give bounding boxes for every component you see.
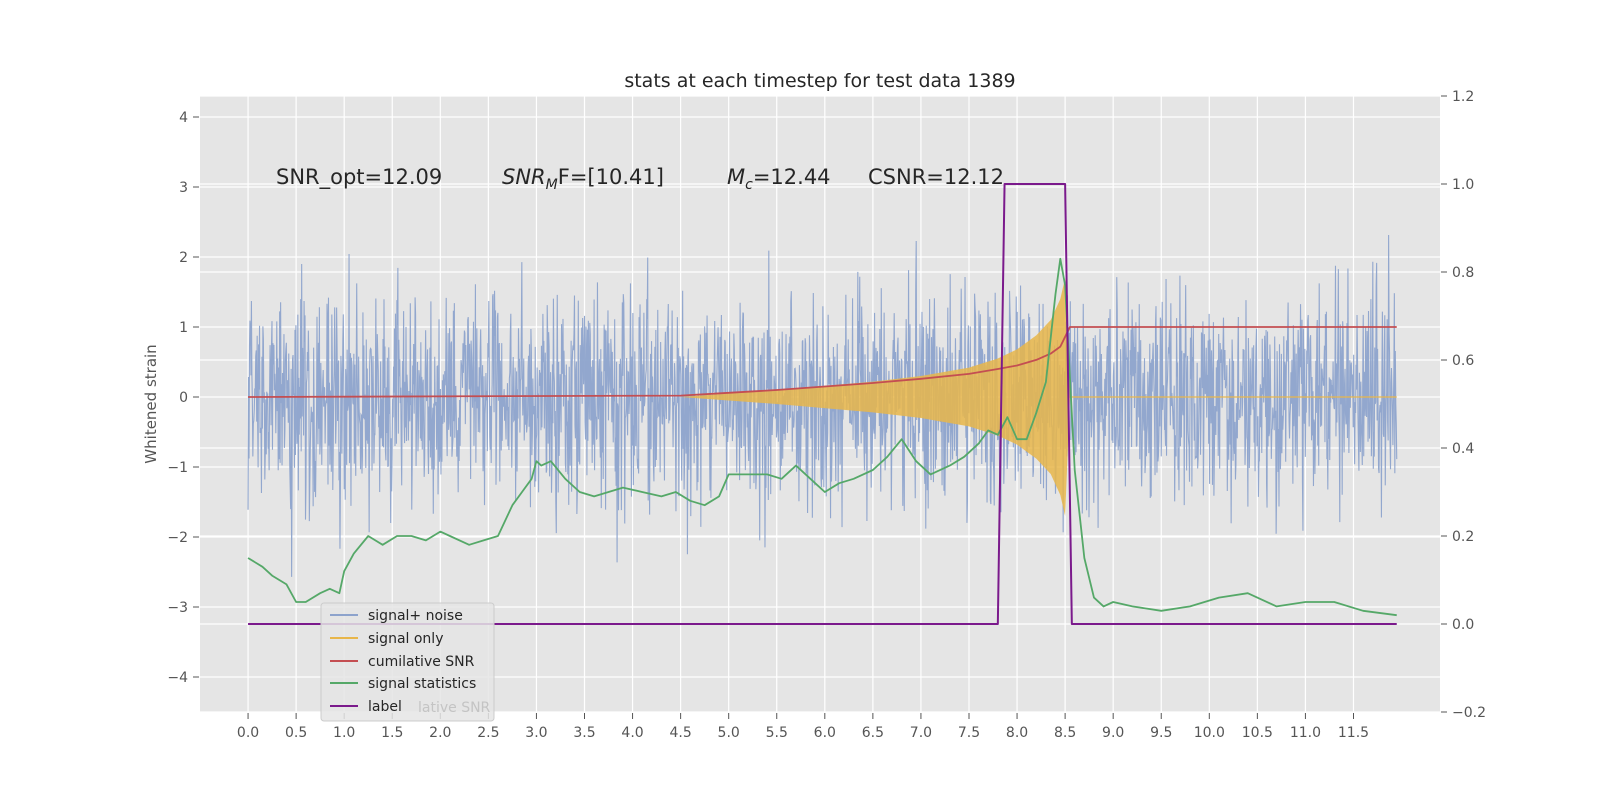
y2-tick-label-7: 1.2 <box>1452 89 1474 105</box>
x-tick-label-13: 6.5 <box>862 725 884 741</box>
x-tick-label-6: 3.0 <box>525 725 547 741</box>
x-tick-label-20: 10.0 <box>1194 725 1225 741</box>
legend-label-label: label <box>368 699 402 715</box>
y2-tick-label-0: −0.2 <box>1452 705 1486 721</box>
legend-label-cumilative-snr: cumilative SNR <box>368 654 475 670</box>
y-tick-label-0: −4 <box>167 670 188 686</box>
y-axis-label: Whitened strain <box>142 344 160 463</box>
legend-label-signal-only: signal only <box>368 631 443 647</box>
x-tick-label-9: 4.5 <box>669 725 691 741</box>
series-signal-noise-line <box>247 234 1398 577</box>
x-tick-label-15: 7.5 <box>958 725 980 741</box>
x-tick-label-5: 2.5 <box>477 725 499 741</box>
x-tick-label-12: 6.0 <box>814 725 836 741</box>
x-tick-label-14: 7.0 <box>910 725 932 741</box>
legend: lative SNR signal+ noise signal only cum… <box>320 602 495 722</box>
annotation-snr-mf: SNRMF=[10.41] <box>502 165 664 193</box>
annotation-mc: Mc=12.44 <box>727 165 831 193</box>
y2-tick-label-3: 0.4 <box>1452 441 1474 457</box>
y2-tick-label-5: 0.8 <box>1452 265 1474 281</box>
bottom-axis: 0.0 0.5 1.0 1.5 2.0 2.5 3.0 3.5 4.0 4.5 5.0 5.5 6.0 6… <box>237 713 1369 741</box>
x-tick-label-2: 1.0 <box>333 725 355 741</box>
y-tick-label-6: 2 <box>179 250 188 266</box>
x-tick-label-11: 5.5 <box>766 725 788 741</box>
x-tick-label-7: 3.5 <box>573 725 595 741</box>
series-signal-only-envelope <box>680 278 1070 516</box>
x-tick-label-4: 2.0 <box>429 725 451 741</box>
legend-box <box>320 602 495 722</box>
series-layer <box>247 183 1398 625</box>
x-tick-label-3: 1.5 <box>381 725 403 741</box>
annotation-mc-rest: =12.44 <box>753 165 831 189</box>
y-tick-label-7: 3 <box>179 180 188 196</box>
legend-label-signal-noise: signal+ noise <box>368 608 463 624</box>
annotation-snr-opt: SNR_opt=12.09 <box>276 165 442 190</box>
annotation-mc-sub: c <box>745 177 753 193</box>
y-tick-label-2: −2 <box>167 530 188 546</box>
chart-title: stats at each timestep for test data 138… <box>624 70 1015 92</box>
series-label-line <box>248 183 1397 625</box>
x-tick-label-17: 8.5 <box>1054 725 1076 741</box>
x-tick-label-19: 9.5 <box>1150 725 1172 741</box>
annotation-mc-main: M <box>727 165 745 189</box>
y2-tick-label-1: 0.0 <box>1452 617 1474 633</box>
legend-residual-text: lative SNR <box>418 700 491 716</box>
x-tick-label-10: 5.0 <box>718 725 740 741</box>
annotation-snr-mf-main: SNR <box>502 165 546 189</box>
x-tick-label-21: 10.5 <box>1242 725 1273 741</box>
x-tick-label-22: 11.0 <box>1290 725 1321 741</box>
y2-tick-label-6: 1.0 <box>1452 177 1474 193</box>
x-tick-label-0: 0.0 <box>237 725 259 741</box>
x-tick-label-8: 4.0 <box>621 725 643 741</box>
y-tick-label-3: −1 <box>167 460 188 476</box>
y-tick-label-8: 4 <box>179 110 188 126</box>
annotation-snr-mf-rest: F=[10.41] <box>558 165 664 189</box>
right-axis: −0.2 0.0 0.2 0.4 0.6 0.8 1.0 1.2 <box>1441 89 1486 721</box>
x-tick-label-1: 0.5 <box>285 725 307 741</box>
y-tick-label-5: 1 <box>179 320 188 336</box>
x-tick-label-23: 11.5 <box>1338 725 1369 741</box>
annotations: SNR_opt=12.09 SNRMF=[10.41] Mc=12.44 CSN… <box>276 165 1004 193</box>
annotation-csnr: CSNR=12.12 <box>868 165 1004 189</box>
x-tick-label-16: 8.0 <box>1006 725 1028 741</box>
y2-tick-label-4: 0.6 <box>1452 353 1474 369</box>
annotation-snr-mf-sub: M <box>546 177 558 193</box>
y2-tick-label-2: 0.2 <box>1452 529 1474 545</box>
y-tick-label-4: 0 <box>179 390 188 406</box>
series-cumilative-snr-line <box>248 326 1397 398</box>
y-tick-label-1: −3 <box>167 600 188 616</box>
left-axis: −4 −3 −2 −1 0 1 2 3 4 <box>167 110 199 686</box>
legend-label-signal-statistics: signal statistics <box>368 676 476 692</box>
x-tick-label-18: 9.0 <box>1102 725 1124 741</box>
series-signal-statistics-line <box>247 257 1397 617</box>
